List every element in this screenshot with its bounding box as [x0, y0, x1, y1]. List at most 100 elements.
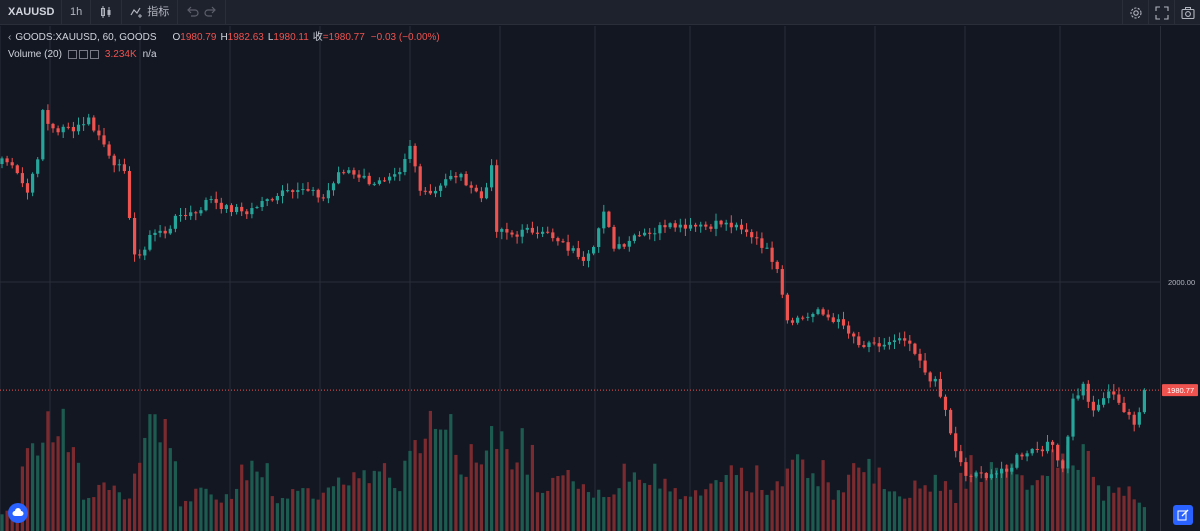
candle-body-123	[627, 240, 631, 247]
candle-body-137	[699, 224, 703, 227]
volume-bar-73	[372, 470, 376, 531]
redo-icon[interactable]	[203, 5, 217, 19]
volume-bar-97	[495, 448, 499, 531]
candle-body-15	[76, 124, 81, 132]
volume-bar-111	[566, 470, 570, 531]
gear-icon[interactable]	[78, 50, 88, 59]
candle-body-145	[739, 224, 744, 230]
candle-body-187	[954, 433, 958, 452]
legend-symbol[interactable]: GOODS:XAUUSD, 60, GOODS	[15, 32, 157, 43]
volume-bar-164	[836, 490, 840, 531]
cloud-logo-icon[interactable]	[8, 503, 28, 523]
candle-body-155	[790, 320, 795, 323]
candle-body-90	[459, 173, 463, 178]
candle-body-124	[632, 235, 636, 241]
candle-body-8	[41, 110, 45, 160]
candle-body-158	[806, 316, 810, 318]
volume-bar-183	[933, 474, 937, 531]
volume-bar-178	[908, 497, 912, 531]
candle-body-88	[449, 175, 453, 180]
snapshot-button[interactable]	[1174, 0, 1200, 25]
volume-bar-218	[1112, 492, 1116, 531]
volume-bar-35	[178, 506, 183, 531]
edit-button[interactable]	[1173, 505, 1193, 525]
undo-button[interactable]	[178, 0, 227, 25]
candle-body-105	[535, 232, 540, 234]
candle-body-51	[260, 201, 264, 208]
volume-bar-151	[770, 490, 774, 531]
volume-bar-96	[490, 426, 494, 531]
symbol-selector[interactable]: XAUUSD	[0, 0, 62, 25]
chart-type-button[interactable]	[91, 0, 123, 25]
candle-body-193	[984, 472, 988, 479]
volume-bar-76	[388, 477, 392, 531]
volume-label[interactable]: Volume (20)	[8, 49, 62, 60]
volume-bar-170	[867, 458, 871, 531]
candle-body-107	[546, 231, 550, 233]
volume-bar-223	[1137, 502, 1141, 531]
candle-body-45	[229, 205, 234, 213]
candle-body-141	[719, 220, 723, 225]
eye-icon[interactable]	[67, 50, 77, 59]
candle-body-167	[852, 333, 856, 337]
fullscreen-button[interactable]	[1148, 0, 1174, 25]
volume-bar-159	[811, 473, 815, 531]
candle-body-47	[240, 206, 244, 212]
candle-body-196	[1000, 468, 1004, 474]
volume-bar-158	[806, 477, 810, 531]
candle-body-221	[1127, 412, 1131, 415]
close-icon[interactable]	[89, 50, 99, 59]
volume-bar-64	[326, 487, 330, 531]
volume-bar-140	[714, 480, 718, 531]
candle-body-96	[490, 165, 494, 188]
volume-bar-50	[255, 471, 259, 531]
candle-body-98	[500, 229, 504, 232]
candle-body-174	[887, 342, 891, 345]
volume-bar-46	[235, 488, 239, 531]
candle-body-65	[331, 183, 336, 191]
candle-body-23	[117, 164, 121, 166]
candle-body-199	[1015, 454, 1019, 468]
volume-bar-29	[148, 414, 152, 531]
volume-bar-201	[1025, 489, 1029, 531]
volume-bar-61	[311, 498, 315, 531]
candle-body-198	[1010, 467, 1014, 472]
candle-body-55	[280, 190, 285, 196]
volume-bar-198	[1010, 463, 1014, 531]
volume-bar-214	[1091, 476, 1095, 531]
volume-bar-133	[678, 499, 682, 531]
volume-bar-10	[51, 442, 55, 531]
volume-bar-48	[245, 480, 249, 531]
candle-body-4	[20, 173, 24, 184]
candle-body-168	[857, 336, 861, 346]
volume-ma-value: n/a	[142, 49, 157, 60]
candle-body-164	[836, 319, 840, 322]
indicators-label: 指标	[147, 5, 170, 18]
volume-bar-72	[367, 483, 371, 531]
candle-body-153	[780, 269, 784, 295]
candle-body-166	[847, 325, 851, 334]
volume-bar-156	[796, 454, 800, 531]
volume-bar-149	[760, 489, 764, 531]
interval-selector[interactable]: 1h	[62, 0, 92, 25]
candle-body-42	[214, 199, 218, 203]
volume-bar-104	[530, 444, 534, 531]
price-chart[interactable]: 2000.00 1980.77	[0, 26, 1200, 531]
candles-icon	[101, 6, 111, 18]
volume-bar-70	[357, 478, 361, 531]
volume-bar-51	[260, 477, 264, 531]
candle-body-109	[556, 238, 560, 242]
candle-body-17	[87, 117, 91, 125]
candle-body-7	[36, 159, 40, 174]
candle-body-114	[581, 256, 585, 261]
settings-button[interactable]	[1122, 0, 1148, 25]
candle-body-146	[745, 229, 749, 233]
ohlc-legend: ‹ GOODS:XAUUSD, 60, GOODS O 1980.79 H 19…	[8, 31, 440, 44]
candle-body-160	[816, 309, 820, 314]
volume-bar-144	[734, 475, 738, 531]
indicators-button[interactable]: 指标	[122, 0, 179, 25]
candle-body-5	[25, 183, 30, 193]
collapse-chevron-icon[interactable]: ‹	[8, 32, 12, 43]
volume-bar-167	[852, 463, 856, 531]
volume-bar-161	[821, 460, 825, 531]
